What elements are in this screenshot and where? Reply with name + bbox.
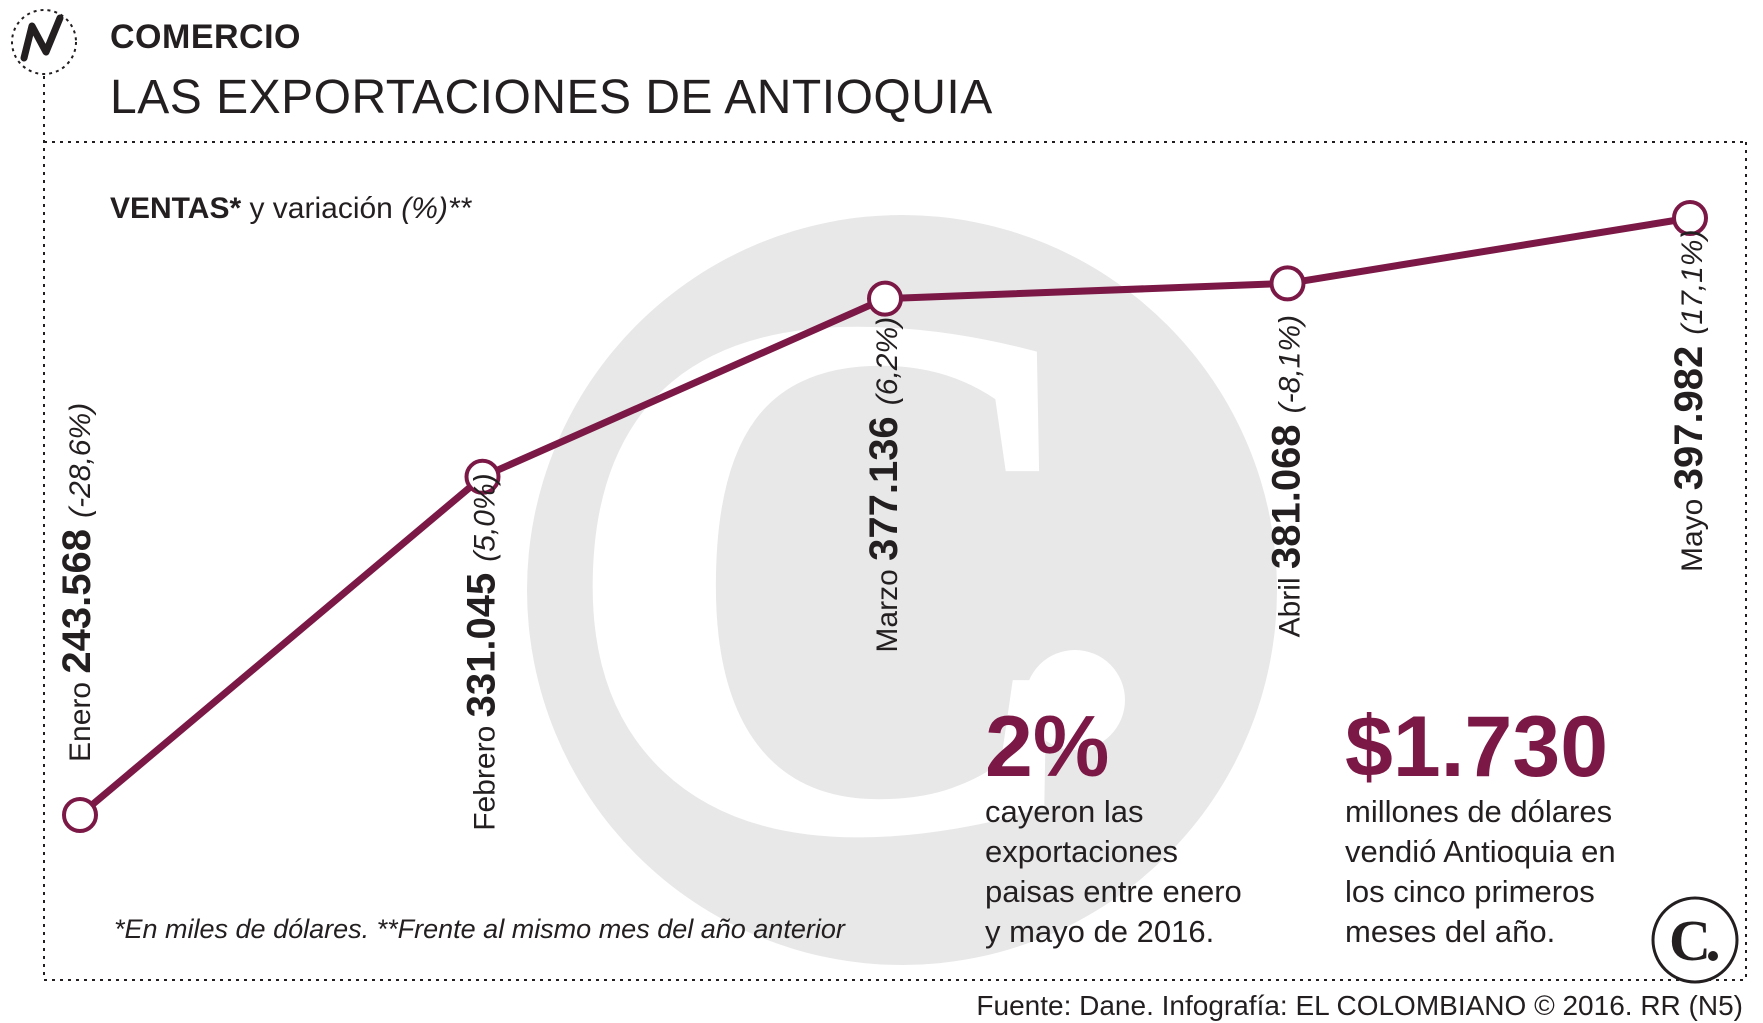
data-point-abril (1269, 265, 1306, 302)
watermark-logo: C (527, 154, 1277, 995)
point-label-enero: Enero 243.568 (-28,6%) (55, 403, 99, 762)
source-credit: Fuente: Dane. Infografía: EL COLOMBIANO … (976, 990, 1743, 1021)
data-point-febrero (464, 458, 501, 495)
point-label-mayo: Mayo 397.982 (17,1%) (1667, 230, 1711, 572)
point-label-febrero: Febrero 331.045 (5,0%) (460, 473, 504, 830)
chart-legend: VENTAS* y variación (%)** (110, 192, 473, 225)
footnote: *En miles de dólares. **Frente al mismo … (114, 914, 846, 944)
stat-drop-value: 2% (985, 699, 1109, 795)
chart-data-labels: Enero 243.568 (-28,6%) Febrero 331.045 (5… (55, 230, 1711, 831)
line-trend-icon (11, 9, 77, 75)
legend-normal: y variación (241, 192, 401, 225)
stat-total: $1.730 millones de dólares vendió Antioq… (1345, 699, 1624, 949)
stat-total-value: $1.730 (1345, 699, 1608, 795)
legend-bold: VENTAS* (110, 192, 241, 225)
point-label-marzo: Marzo 377.136 (6,2%) (862, 317, 906, 653)
point-label-abril: Abril 381.068 (-8,1%) (1265, 315, 1309, 637)
data-point-marzo (867, 280, 903, 317)
svg-text:C: C (1669, 908, 1711, 973)
page-title: LAS EXPORTACIONES DE ANTIOQUIA (110, 71, 993, 124)
data-point-enero (62, 797, 98, 833)
data-point-mayo (1672, 200, 1708, 236)
legend-italic: (%)** (401, 192, 472, 225)
stat-drop-text: cayeron las exportaciones paisas entre e… (985, 794, 1250, 949)
stat-total-text: millones de dólares vendió Antioquia en … (1345, 794, 1624, 949)
chart-frame (43, 76, 1747, 981)
section-label: COMERCIO (110, 18, 301, 56)
chart-series (62, 200, 1708, 833)
stat-drop: 2% cayeron las exportaciones paisas entr… (985, 699, 1250, 949)
el-colombiano-logo: C (1651, 896, 1739, 984)
